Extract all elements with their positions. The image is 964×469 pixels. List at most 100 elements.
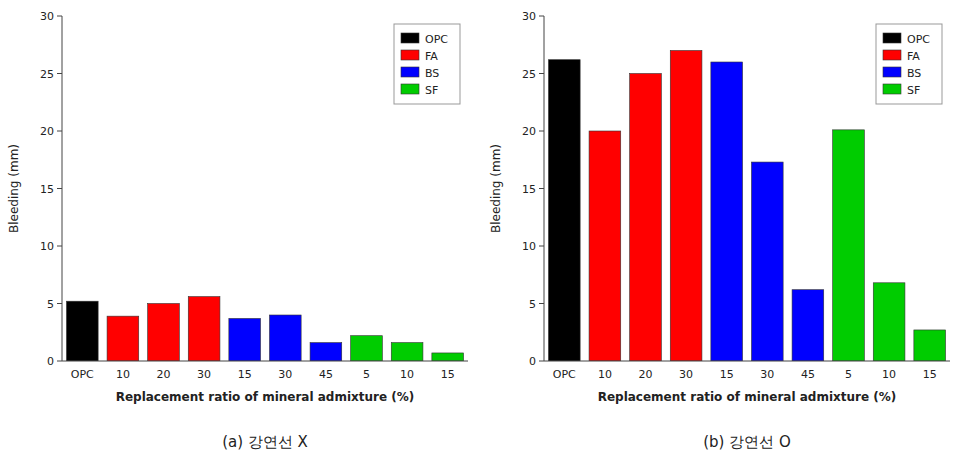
x-tick-label: 45 (801, 368, 815, 381)
bar (751, 162, 783, 361)
chart-panel: 0 5 10 15 20 25 30 OPC 10 20 30 15 30 45 5 10 15 Replacem… (489, 10, 950, 451)
x-tick-label: 10 (116, 368, 130, 381)
x-tick-label: 5 (845, 368, 852, 381)
x-tick-label: 30 (679, 368, 693, 381)
x-tick-label: 5 (363, 368, 370, 381)
y-tick (539, 361, 544, 362)
x-tick-label: OPC (71, 368, 94, 381)
legend-box (876, 24, 942, 104)
y-tick (57, 16, 62, 17)
x-tick-label: 10 (400, 368, 414, 381)
y-tick (57, 361, 62, 362)
bar (229, 318, 261, 361)
x-tick-label: 15 (441, 368, 455, 381)
bar (188, 297, 220, 361)
bar (432, 353, 464, 361)
y-axis-label: Bleeding (mm) (489, 144, 503, 233)
x-tick-label: 30 (278, 368, 292, 381)
legend: OPC FA BS SF (394, 24, 460, 104)
x-axis-label: Replacement ratio of mineral admixture (… (116, 390, 415, 404)
x-tick-label: 20 (639, 368, 653, 381)
y-tick (57, 188, 62, 189)
y-tick-label: 15 (40, 183, 54, 196)
bar (792, 290, 824, 361)
legend-label: OPC (907, 33, 930, 46)
legend-swatch (401, 50, 419, 60)
x-tick-label: 15 (720, 368, 734, 381)
y-axis-label: Bleeding (mm) (7, 144, 21, 233)
x-tick-label: 30 (197, 368, 211, 381)
bar (66, 301, 98, 361)
y-tick-label: 5 (529, 298, 536, 311)
bar (873, 283, 905, 361)
legend-swatch (883, 67, 901, 77)
subtitle: (b) 강연선 O (703, 433, 791, 451)
figure: 0 5 10 15 20 25 30 OPC 10 20 30 15 30 45 5 10 15 Replacem… (0, 0, 964, 469)
x-tick-label: 10 (598, 368, 612, 381)
y-tick-label: 0 (47, 355, 54, 368)
x-tick-label: 45 (319, 368, 333, 381)
legend-label: BS (907, 67, 921, 80)
legend-swatch (883, 33, 901, 43)
x-tick-label: 20 (157, 368, 171, 381)
legend-swatch (401, 84, 419, 94)
x-tick-label: 10 (882, 368, 896, 381)
legend-swatch (883, 50, 901, 60)
x-tick-label: 30 (760, 368, 774, 381)
bar (148, 304, 180, 362)
bar (711, 62, 743, 361)
bar (391, 343, 423, 361)
bar (914, 330, 946, 361)
x-axis-line (544, 361, 950, 362)
bar (589, 131, 621, 361)
legend-label: FA (907, 50, 920, 63)
bars (66, 297, 463, 361)
x-tick-label: 15 (923, 368, 937, 381)
legend-label: SF (907, 84, 920, 97)
bar (107, 316, 139, 361)
bar (670, 51, 702, 362)
x-tick-label: OPC (553, 368, 576, 381)
bar (833, 130, 865, 361)
y-tick-label: 25 (40, 68, 54, 81)
y-tick-label: 15 (522, 183, 536, 196)
bar (351, 336, 383, 361)
y-tick (539, 188, 544, 189)
y-tick-label: 25 (522, 68, 536, 81)
x-axis-line (62, 361, 468, 362)
legend-swatch (883, 84, 901, 94)
y-tick (539, 303, 544, 304)
y-tick (57, 131, 62, 132)
legend-label: OPC (425, 33, 448, 46)
x-tick-label: 15 (238, 368, 252, 381)
y-tick-label: 0 (529, 355, 536, 368)
y-tick (539, 131, 544, 132)
legend-label: SF (425, 84, 438, 97)
legend-swatch (401, 67, 419, 77)
subtitle: (a) 강연선 X (222, 433, 308, 451)
y-tick-label: 30 (40, 10, 54, 23)
bar (548, 60, 580, 361)
y-tick-label: 20 (40, 125, 54, 138)
y-tick (539, 73, 544, 74)
chart-panel: 0 5 10 15 20 25 30 OPC 10 20 30 15 30 45 5 10 15 Replacem… (7, 10, 468, 451)
y-tick (539, 246, 544, 247)
y-tick (57, 73, 62, 74)
x-axis-label: Replacement ratio of mineral admixture (… (598, 390, 897, 404)
bar (630, 74, 662, 362)
legend-label: BS (425, 67, 439, 80)
legend: OPC FA BS SF (876, 24, 942, 104)
y-tick-label: 10 (40, 240, 54, 253)
y-tick-label: 30 (522, 10, 536, 23)
bar (269, 315, 301, 361)
y-tick-label: 20 (522, 125, 536, 138)
y-tick (57, 303, 62, 304)
legend-swatch (401, 33, 419, 43)
legend-box (394, 24, 460, 104)
bar (310, 343, 342, 361)
y-tick (539, 16, 544, 17)
legend-label: FA (425, 50, 438, 63)
y-tick-label: 5 (47, 298, 54, 311)
y-tick (57, 246, 62, 247)
y-tick-label: 10 (522, 240, 536, 253)
